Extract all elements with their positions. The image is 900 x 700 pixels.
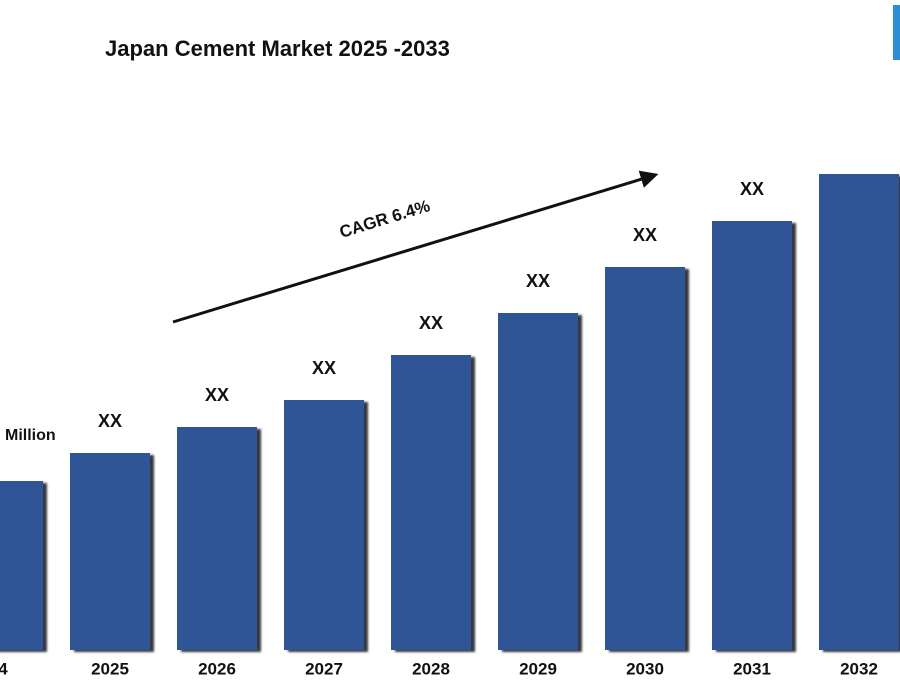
- data-label: XX: [419, 313, 443, 333]
- bar: [498, 313, 578, 650]
- data-label: XX: [740, 179, 764, 199]
- data-label: XX: [633, 225, 657, 245]
- x-tick-label: 2030: [626, 659, 664, 678]
- trend-arrow: [172, 170, 659, 324]
- bar: [284, 400, 364, 650]
- cagr-label: CAGR 6.4%: [337, 196, 432, 242]
- bar: [605, 267, 685, 650]
- bar: [177, 427, 257, 650]
- bar: [391, 355, 471, 650]
- bar: [70, 453, 150, 650]
- x-tick-label: 2025: [91, 659, 129, 678]
- data-label: XX: [312, 358, 336, 378]
- x-tick-label: 2031: [733, 659, 771, 678]
- x-tick-label: 2028: [412, 659, 450, 678]
- data-label: XX: [98, 411, 122, 431]
- logo-fragment: [893, 5, 900, 60]
- x-tick-label: 2027: [305, 659, 343, 678]
- bar: [712, 221, 792, 650]
- x-tick-label: 4: [0, 659, 8, 678]
- x-tick-label: 2029: [519, 659, 557, 678]
- data-label: Million: [5, 427, 56, 444]
- bar: [819, 174, 899, 650]
- data-label: XX: [205, 385, 229, 405]
- data-label: XX: [526, 271, 550, 291]
- bar: [0, 481, 43, 650]
- x-tick-label: 2032: [840, 659, 878, 678]
- x-tick-label: 2026: [198, 659, 236, 678]
- chart-title: Japan Cement Market 2025 -2033: [105, 36, 450, 61]
